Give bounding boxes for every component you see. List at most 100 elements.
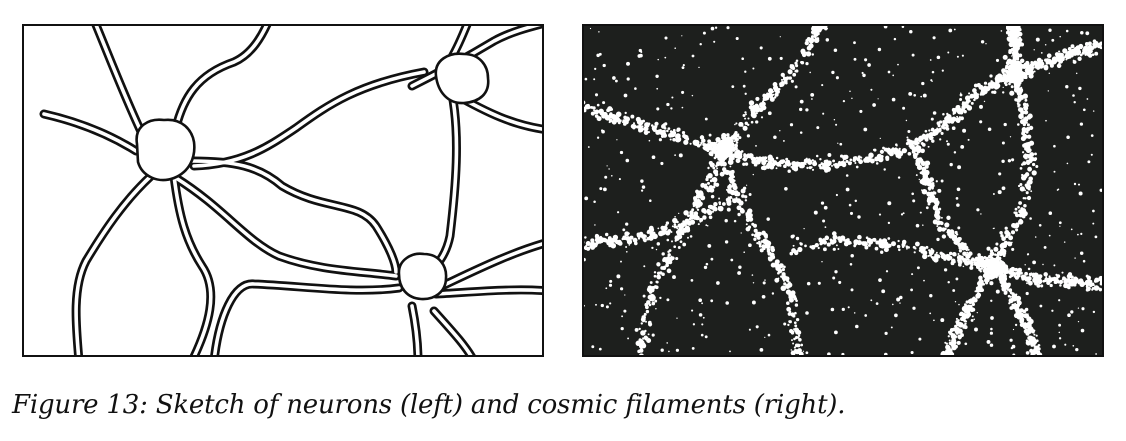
- filament-dot: [791, 161, 795, 166]
- filament-dot: [792, 72, 797, 77]
- filament-dot: [763, 94, 769, 100]
- cluster-dot: [1011, 77, 1017, 83]
- filament-dot: [1067, 47, 1072, 51]
- galaxy-dot: [738, 265, 742, 269]
- filament-dot: [983, 81, 988, 85]
- filament-dot: [811, 53, 815, 56]
- filament-dot: [681, 130, 686, 135]
- filament-dot: [1026, 195, 1032, 201]
- galaxy-dot: [704, 335, 708, 339]
- filament-dot: [584, 100, 586, 105]
- galaxy-dot: [742, 162, 746, 166]
- filament-dot: [585, 241, 591, 246]
- filament-dot: [1007, 282, 1011, 286]
- filament-dot: [947, 335, 950, 338]
- filament-dot: [1091, 53, 1095, 57]
- filament-dot: [916, 164, 923, 171]
- filament-dot: [956, 115, 959, 118]
- filament-dot: [1019, 186, 1025, 192]
- galaxy-dot: [1067, 313, 1071, 318]
- galaxy-dot: [955, 197, 959, 200]
- filament-dot: [1022, 177, 1026, 181]
- galaxy-dot: [623, 93, 628, 98]
- filament-dot: [915, 241, 920, 247]
- filament-dot: [958, 337, 961, 340]
- filament-dot: [986, 85, 991, 91]
- galaxy-dot: [959, 93, 963, 97]
- filament-dot: [1017, 29, 1020, 32]
- filament-dot: [648, 235, 654, 241]
- filament-dot: [912, 245, 916, 249]
- galaxy-dot: [834, 270, 838, 274]
- filament-dot: [945, 351, 951, 355]
- filament-dot: [895, 143, 898, 146]
- filament-dot: [793, 321, 797, 325]
- filament-dot: [954, 344, 958, 349]
- galaxy-dot: [861, 71, 864, 75]
- filament-dot: [676, 127, 681, 132]
- filament-dot: [920, 250, 924, 254]
- filament-dot: [1056, 63, 1062, 69]
- filament-dot: [781, 268, 785, 272]
- galaxy-dot: [625, 246, 628, 248]
- filament-dot: [1028, 140, 1035, 146]
- filament-dot: [1025, 276, 1029, 280]
- filament-dot: [1015, 214, 1019, 218]
- filament-dot: [774, 87, 777, 91]
- filament-dot: [1046, 53, 1052, 59]
- filament-dot: [959, 324, 962, 326]
- galaxy-dot: [630, 114, 635, 119]
- galaxy-dot: [864, 245, 869, 250]
- cluster-dot: [1020, 78, 1024, 82]
- filament-dot: [662, 258, 666, 263]
- filament-dot: [1006, 231, 1011, 237]
- filament-dot: [594, 114, 599, 118]
- filament-dot: [755, 104, 760, 109]
- filament-dot: [1084, 42, 1089, 46]
- galaxy-dot: [766, 217, 770, 221]
- dendrite-inner: [440, 242, 542, 288]
- filament-dot: [977, 288, 981, 293]
- filament-dot: [751, 105, 757, 110]
- galaxy-dot: [625, 222, 629, 226]
- galaxy-dot: [946, 142, 950, 146]
- filament-dot: [928, 132, 933, 137]
- filament-dot: [823, 159, 828, 164]
- galaxy-dot: [1011, 247, 1015, 251]
- filament-dot: [1033, 277, 1037, 281]
- galaxy-dot: [820, 201, 825, 205]
- galaxy-dot: [707, 243, 712, 248]
- filament-dot: [1026, 181, 1030, 185]
- filament-dot: [807, 160, 813, 165]
- filament-dot: [787, 285, 791, 288]
- galaxy-dot: [668, 350, 670, 353]
- filament-dot: [963, 109, 967, 114]
- filament-dot: [810, 166, 813, 169]
- filament-dot: [1023, 110, 1029, 115]
- filament-dot: [883, 247, 889, 253]
- galaxy-dot: [1045, 119, 1047, 122]
- filament-dot: [625, 119, 628, 123]
- galaxy-dot: [762, 281, 766, 285]
- filament-dot: [1030, 61, 1034, 64]
- galaxy-dot: [922, 93, 927, 98]
- filament-dot: [1092, 42, 1096, 47]
- filament-dot: [1033, 333, 1036, 336]
- galaxy-dot: [794, 311, 797, 315]
- galaxy-dot: [1009, 338, 1013, 342]
- filament-dot: [955, 320, 960, 324]
- filament-dot: [641, 125, 644, 128]
- galaxy-dot: [999, 230, 1003, 235]
- filament-dot: [756, 241, 759, 245]
- filament-dot: [775, 90, 778, 93]
- filament-dot: [789, 251, 794, 256]
- galaxy-dot: [995, 289, 1000, 294]
- filament-dot: [797, 246, 803, 253]
- galaxy-dot: [883, 26, 888, 29]
- galaxy-dot: [621, 315, 624, 318]
- galaxy-dot: [989, 331, 993, 335]
- filament-dot: [735, 141, 739, 144]
- galaxy-dot: [618, 178, 621, 181]
- filament-dot: [984, 276, 987, 279]
- galaxy-dot: [919, 211, 922, 214]
